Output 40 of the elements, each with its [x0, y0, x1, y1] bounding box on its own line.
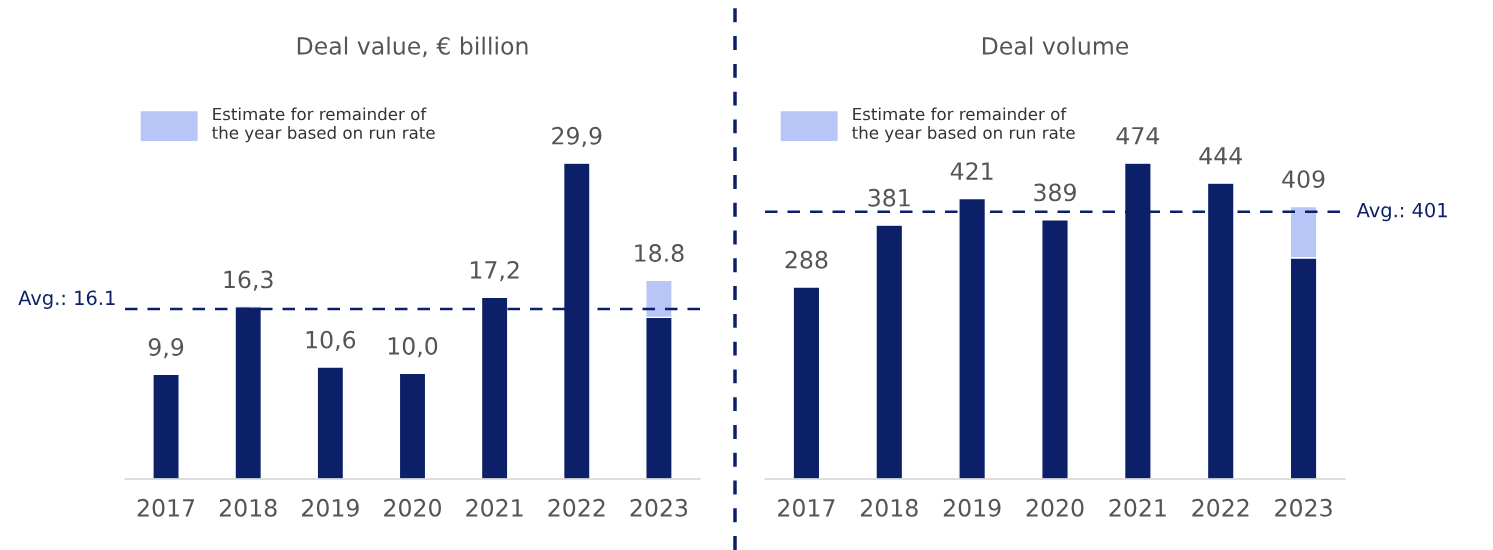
bar [1041, 219, 1069, 479]
x-tick-label: 2022 [548, 498, 605, 517]
data-label: 10,6 [306, 330, 356, 351]
total-label: 18.8 [635, 244, 684, 262]
x-tick-label: 2017 [778, 498, 835, 517]
x-tick-label: 2018 [860, 498, 918, 517]
data-label: 29,9 [552, 126, 602, 148]
bar [152, 373, 180, 479]
data-label: 444 [1199, 147, 1242, 165]
data-label: 421 [950, 162, 993, 180]
legend-label: Estimate for remainder of the year based on run rate [212, 107, 435, 143]
bar [875, 224, 904, 479]
x-tick-label: 2020 [1026, 498, 1084, 517]
ref-line-label: Avg.: 16.1 [18, 290, 115, 309]
data-label: 389 [1034, 183, 1076, 202]
bar [398, 372, 427, 479]
x-tick-label: 2022 [1192, 498, 1249, 517]
data-label: 10,0 [388, 337, 438, 358]
data-label: 288 [785, 250, 828, 269]
data-label: 474 [1116, 127, 1160, 145]
chart-title: Deal value, € billion [297, 36, 528, 58]
x-tick-label: 2018 [219, 498, 277, 517]
x-tick-label: 2021 [1109, 498, 1166, 517]
x-tick-label: 2019 [302, 498, 359, 517]
x-tick-label: 2020 [384, 498, 441, 517]
x-tick-label: 2023 [1275, 498, 1332, 517]
data-label: 9,9 [148, 338, 184, 359]
bar [316, 366, 345, 479]
x-tick-label: 2017 [137, 498, 195, 517]
bar [792, 286, 821, 479]
chart-title: Deal volume [982, 36, 1129, 55]
x-tick-label: 2021 [466, 498, 523, 517]
x-tick-label: 2019 [943, 498, 1001, 517]
x-tick-label: 2023 [630, 498, 688, 517]
total-label: 409 [1282, 170, 1325, 189]
legend-label: Estimate for remainder of the year based on run rate [852, 107, 1075, 143]
data-label: 381 [868, 188, 910, 207]
data-label: 16,3 [224, 270, 273, 291]
ref-line-label: Avg.: 401 [1356, 202, 1447, 222]
data-label: 17,2 [470, 260, 519, 282]
